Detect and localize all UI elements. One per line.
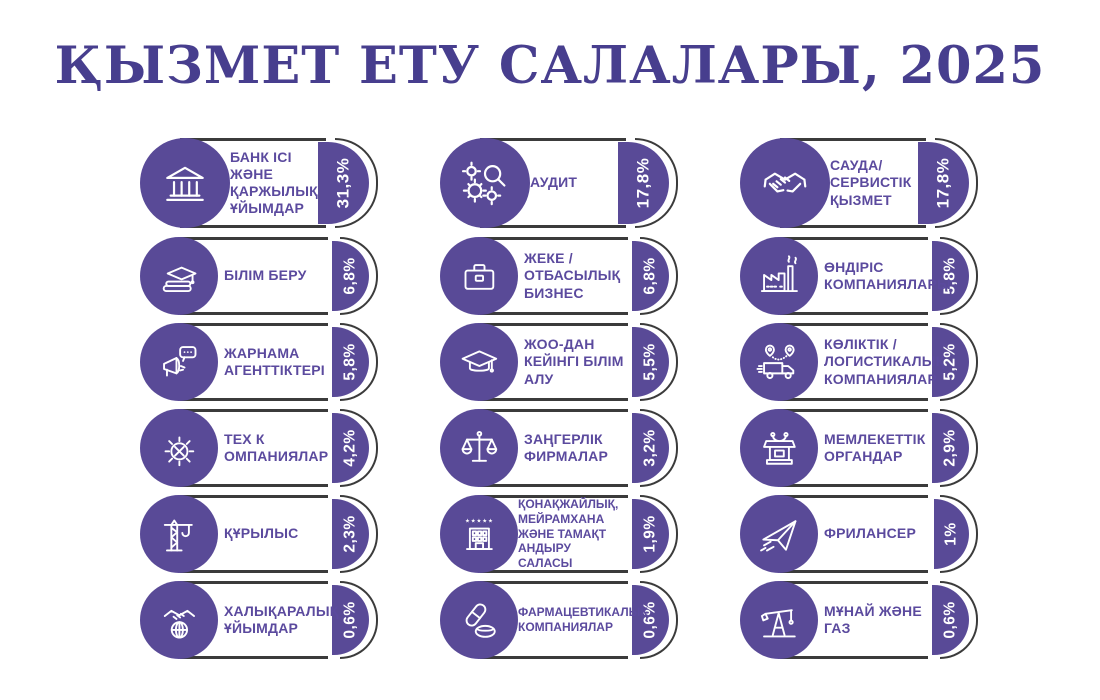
paper-plane-icon xyxy=(740,495,818,573)
sector-label: ЖАРНАМА АГЕНТТІКТЕРІ xyxy=(224,344,325,378)
percent-value: 31,3% xyxy=(333,157,353,209)
crane-icon xyxy=(140,495,218,573)
column-2: АУДИТ 17,8% ЖЕКЕ / ОТБАСЫЛЫҚ БИЗНЕС 6,8%… xyxy=(440,138,678,667)
sector-label: ФРИЛАНСЕР xyxy=(824,525,916,542)
sector-label-box: КӨЛІКТІК / ЛОГИСТИКАЛЫҚ КОМПАНИЯЛАР xyxy=(780,323,944,401)
sector-label-box: ЖЕКЕ / ОТБАСЫЛЫҚ БИЗНЕС xyxy=(480,237,628,315)
percent-value: 6,8% xyxy=(641,257,659,295)
hotel-icon: ★★★★★ xyxy=(440,495,518,573)
sector-label: ФАРМАЦЕВТИКАЛЫҚ КОМПАНИЯЛАР xyxy=(518,605,648,634)
sector-item-postgrad: ЖОО-ДАН КЕЙІНГІ БІЛІМ АЛУ 5,5% xyxy=(440,323,678,401)
sector-label-box: ФРИЛАНСЕР xyxy=(780,495,928,573)
magnifier-gears-icon xyxy=(440,138,530,228)
sector-item-family-business: ЖЕКЕ / ОТБАСЫЛЫҚ БИЗНЕС 6,8% xyxy=(440,237,678,315)
sector-label: ҚОНАҚЖАЙЛЫҚ, МЕЙРАМХАНА ЖӘНЕ ТАМАҚТ АНДЫ… xyxy=(518,497,619,570)
sector-label: ҚҰРЫЛЫС xyxy=(224,525,299,542)
briefcase-icon xyxy=(440,237,518,315)
sector-label-box: ХАЛЫҚАРАЛЫҚ ҰЙЫМДАР xyxy=(180,581,338,659)
sector-label-box: МҰНАЙ ЖӘНЕ ГАЗ xyxy=(780,581,928,659)
handshake-globe-icon xyxy=(140,581,218,659)
sector-label-box: БІЛІМ БЕРУ xyxy=(180,237,328,315)
gear-tools-icon xyxy=(140,409,218,487)
sector-label-box: ТЕХ К ОМПАНИЯЛАР xyxy=(180,409,328,487)
percent-value: 2,3% xyxy=(341,515,359,553)
svg-text:★★★★★: ★★★★★ xyxy=(465,518,494,524)
sector-item-manufacturing: ӨНДІРІС КОМПАНИЯЛАРЫ 5,8% xyxy=(740,237,978,315)
percent-value: 5,5% xyxy=(641,343,659,381)
handshake-icon xyxy=(740,138,830,228)
sector-label-box: АУДИТ xyxy=(480,138,626,228)
sector-item-tech: ТЕХ К ОМПАНИЯЛАР 4,2% xyxy=(140,409,378,487)
sector-item-construction: ҚҰРЫЛЫС 2,3% xyxy=(140,495,378,573)
sector-label-box: ҚҰРЫЛЫС xyxy=(180,495,328,573)
sector-label-box: БАНК ІСІ ЖӘНЕ ҚАРЖЫЛЫҚ ҰЙЫМДАР xyxy=(180,138,326,228)
sector-label-box: ЗАҢГЕРЛІК ФИРМАЛАР xyxy=(480,409,628,487)
sector-item-advertising: ЖАРНАМА АГЕНТТІКТЕРІ 5,8% xyxy=(140,323,378,401)
sector-label: ТЕХ К ОМПАНИЯЛАР xyxy=(224,430,329,464)
sector-item-hospitality: ★★★★★ ҚОНАҚЖАЙЛЫҚ, МЕЙРАМХАНА ЖӘНЕ ТАМАҚ… xyxy=(440,495,678,573)
sector-label: БАНК ІСІ ЖӘНЕ ҚАРЖЫЛЫҚ ҰЙЫМДАР xyxy=(230,148,318,217)
sector-item-audit: АУДИТ 17,8% xyxy=(440,138,678,228)
sector-label: КӨЛІКТІК / ЛОГИСТИКАЛЫҚ КОМПАНИЯЛАР xyxy=(824,336,945,387)
sector-label: АУДИТ xyxy=(530,174,578,191)
sector-item-trade: САУДА/ СЕРВИСТІК ҚЫЗМЕТ 17,8% xyxy=(740,138,978,228)
sector-label: БІЛІМ БЕРУ xyxy=(224,267,307,284)
percent-value: 17,8% xyxy=(633,157,653,209)
sector-label-box: САУДА/ СЕРВИСТІК ҚЫЗМЕТ xyxy=(780,138,926,228)
sector-label: ЖОО-ДАН КЕЙІНГІ БІЛІМ АЛУ xyxy=(524,336,624,387)
percent-value: 0,6% xyxy=(941,601,959,639)
sector-label: ХАЛЫҚАРАЛЫҚ ҰЙЫМДАР xyxy=(224,602,339,636)
education-icon xyxy=(140,237,218,315)
sector-label-box: ЖАРНАМА АГЕНТТІКТЕРІ xyxy=(180,323,328,401)
sector-item-freelancer: ФРИЛАНСЕР 1% xyxy=(740,495,978,573)
column-3: САУДА/ СЕРВИСТІК ҚЫЗМЕТ 17,8% ӨНДІРІС КО… xyxy=(740,138,978,667)
percent-value: 5,8% xyxy=(341,343,359,381)
percent-value: 1% xyxy=(942,522,960,546)
sector-item-education: БІЛІМ БЕРУ 6,8% xyxy=(140,237,378,315)
oil-pump-icon xyxy=(740,581,818,659)
sector-label-box: ФАРМАЦЕВТИКАЛЫҚ КОМПАНИЯЛАР xyxy=(480,581,648,659)
percent-value: 1,9% xyxy=(641,515,659,553)
sector-label-box: ЖОО-ДАН КЕЙІНГІ БІЛІМ АЛУ xyxy=(480,323,628,401)
truck-pins-icon xyxy=(740,323,818,401)
bank-icon xyxy=(140,138,230,228)
percent-value: 4,2% xyxy=(341,429,359,467)
sector-item-pharma: ФАРМАЦЕВТИКАЛЫҚ КОМПАНИЯЛАР 0,6% xyxy=(440,581,678,659)
sector-item-oil-gas: МҰНАЙ ЖӘНЕ ГАЗ 0,6% xyxy=(740,581,978,659)
sector-label: ЗАҢГЕРЛІК ФИРМАЛАР xyxy=(524,430,608,464)
sector-label: ЖЕКЕ / ОТБАСЫЛЫҚ БИЗНЕС xyxy=(524,250,621,301)
percent-value: 2,9% xyxy=(941,429,959,467)
sector-item-legal: ЗАҢГЕРЛІК ФИРМАЛАР 3,2% xyxy=(440,409,678,487)
megaphone-icon xyxy=(140,323,218,401)
sector-label: МЕМЛЕКЕТТІК ОРГАНДАР xyxy=(824,430,926,464)
sector-item-international: ХАЛЫҚАРАЛЫҚ ҰЙЫМДАР 0,6% xyxy=(140,581,378,659)
percent-value: 0,6% xyxy=(341,601,359,639)
sector-label: САУДА/ СЕРВИСТІК ҚЫЗМЕТ xyxy=(830,157,912,208)
graduation-cap-icon xyxy=(440,323,518,401)
sector-label: ӨНДІРІС КОМПАНИЯЛАРЫ xyxy=(824,258,951,292)
factory-icon xyxy=(740,237,818,315)
podium-icon xyxy=(740,409,818,487)
sector-label-box: ӨНДІРІС КОМПАНИЯЛАРЫ xyxy=(780,237,951,315)
column-1: БАНК ІСІ ЖӘНЕ ҚАРЖЫЛЫҚ ҰЙЫМДАР 31,3% БІЛ… xyxy=(140,138,378,667)
scales-icon xyxy=(440,409,518,487)
sector-label-box: МЕМЛЕКЕТТІК ОРГАНДАР xyxy=(780,409,928,487)
sector-item-banking: БАНК ІСІ ЖӘНЕ ҚАРЖЫЛЫҚ ҰЙЫМДАР 31,3% xyxy=(140,138,378,228)
percent-value: 17,8% xyxy=(933,157,953,209)
pills-icon xyxy=(440,581,518,659)
page-title: ҚЫЗМЕТ ЕТУ САЛАЛАРЫ, 2025 xyxy=(54,36,1046,96)
sector-item-government: МЕМЛЕКЕТТІК ОРГАНДАР 2,9% xyxy=(740,409,978,487)
sector-label-box: ҚОНАҚЖАЙЛЫҚ, МЕЙРАМХАНА ЖӘНЕ ТАМАҚТ АНДЫ… xyxy=(480,495,628,573)
sector-item-logistics: КӨЛІКТІК / ЛОГИСТИКАЛЫҚ КОМПАНИЯЛАР 5,2% xyxy=(740,323,978,401)
sector-label: МҰНАЙ ЖӘНЕ ГАЗ xyxy=(824,602,922,636)
percent-value: 6,8% xyxy=(341,257,359,295)
percent-value: 3,2% xyxy=(641,429,659,467)
